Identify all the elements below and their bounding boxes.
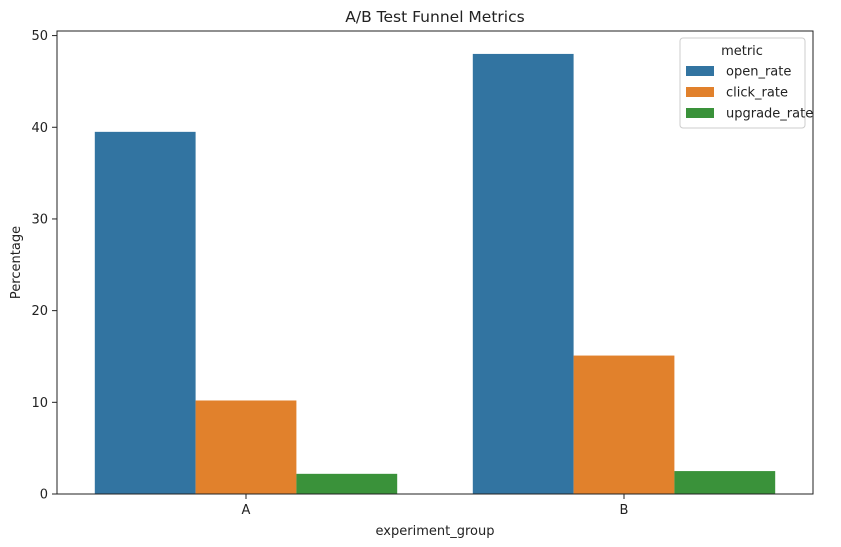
- legend-items: open_rate click_rate upgrade_rate: [686, 65, 813, 122]
- legend-title: metric: [721, 44, 763, 59]
- y-tick-label: 50: [31, 29, 48, 44]
- x-axis-title: experiment_group: [376, 524, 495, 539]
- chart-title: A/B Test Funnel Metrics: [345, 8, 524, 26]
- bar-upgrade-rate-b: [674, 471, 776, 494]
- legend-label-click-rate: click_rate: [726, 86, 788, 101]
- legend-box: [679, 37, 806, 129]
- legend-label-upgrade-rate: upgrade_rate: [726, 107, 813, 122]
- bar-click-rate-b: [573, 355, 675, 494]
- bar-upgrade-rate-a: [296, 473, 398, 494]
- bar-click-rate-a: [195, 400, 297, 494]
- y-tick-label: 10: [31, 396, 48, 411]
- legend-swatch-open-rate: [686, 66, 714, 76]
- bar-open-rate-b: [472, 53, 574, 495]
- legend-swatch-click-rate: [686, 87, 714, 97]
- x-tick-label: A: [242, 503, 251, 518]
- plot-frame: [56, 30, 814, 495]
- bars: [94, 53, 776, 495]
- y-tick-label: 40: [31, 121, 48, 136]
- legend-label-open-rate: open_rate: [726, 65, 791, 80]
- y-tick-label: 0: [40, 488, 48, 503]
- y-tick-label: 20: [31, 304, 48, 319]
- legend: metric open_rate click_rate upgrade_rate: [679, 37, 813, 129]
- legend-swatch-upgrade-rate: [686, 108, 714, 118]
- bar-open-rate-a: [94, 131, 196, 494]
- y-axis-title: Percentage: [9, 226, 24, 299]
- x-tick-label: B: [620, 503, 629, 518]
- y-tick-label: 30: [31, 212, 48, 227]
- y-axis: 0 10 20 30 40 50: [31, 29, 57, 503]
